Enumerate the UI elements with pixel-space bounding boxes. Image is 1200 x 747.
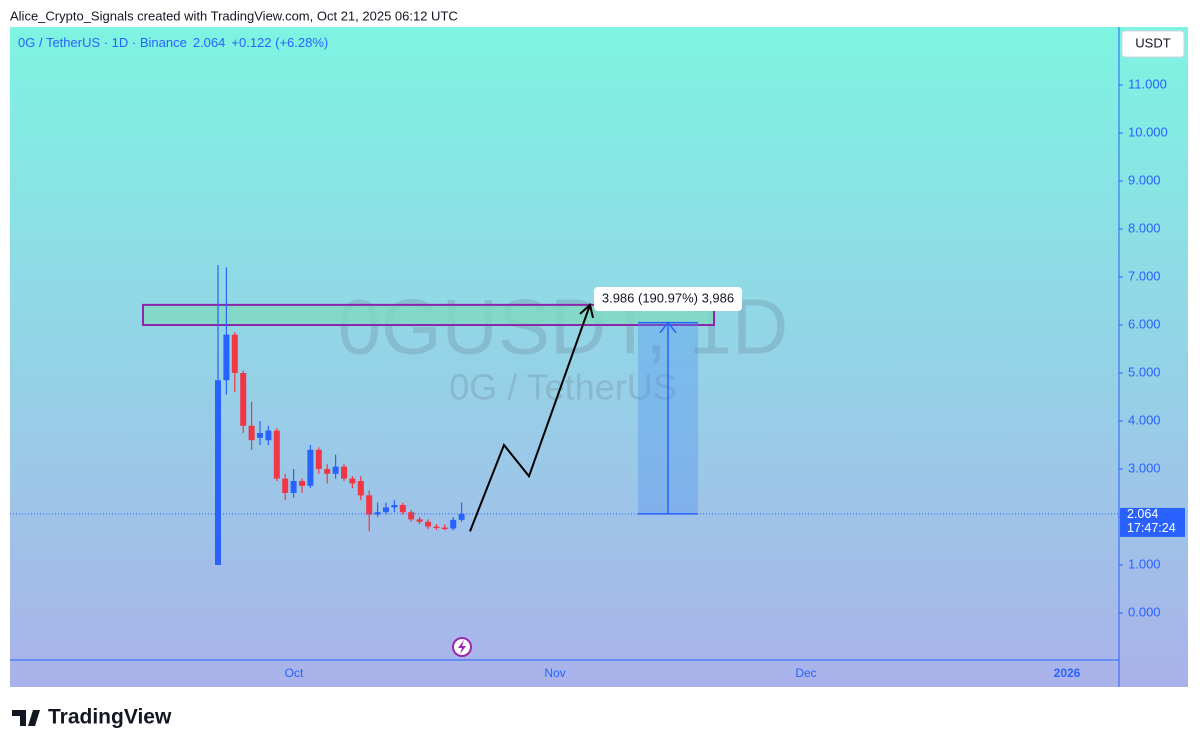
candle-body (315, 449, 322, 469)
candle-body (408, 512, 415, 520)
candle-body (374, 512, 381, 515)
currency: USDT (1135, 35, 1170, 50)
y-tick-label: 3.000 (1128, 460, 1161, 475)
y-tick-label: 4.000 (1128, 412, 1161, 427)
projection-arrowhead (579, 302, 594, 319)
y-tick-label: 9.000 (1128, 172, 1161, 187)
brand: TradingView (48, 706, 172, 729)
candle-body (257, 433, 263, 438)
candle-body (273, 430, 280, 479)
candle-body (290, 480, 297, 493)
candle-body (307, 449, 314, 486)
y-tick-label: 11.000 (1128, 77, 1167, 92)
candle-body (416, 519, 423, 522)
legend: 0G / TetherUS · 1D · Binance 2.064 +0.122 … (18, 35, 328, 50)
y-tick-label: 7.000 (1128, 268, 1161, 283)
candle-body (441, 527, 448, 530)
candle-body (433, 526, 440, 529)
measure-label: 3.986 (190.97%) 3,986 (602, 290, 734, 305)
projection-line (469, 304, 591, 532)
measure-arrowhead (659, 321, 677, 334)
candle-body (282, 478, 289, 493)
candle-body (349, 478, 356, 484)
y-tick-label: 8.000 (1128, 220, 1161, 235)
event-icon-bolt (458, 640, 466, 654)
legend-symbol: 0G / TetherUS · 1D · Binance (18, 35, 187, 50)
candle-body (324, 468, 331, 474)
candle-body (450, 519, 457, 529)
candle-body (383, 507, 389, 513)
candle-body (231, 334, 238, 374)
candle-body (215, 380, 221, 565)
y-tick-label: 0.000 (1128, 604, 1161, 619)
resistance-zone (142, 303, 715, 327)
candle-body (240, 373, 247, 426)
candle-body (357, 480, 364, 496)
brand-logo (12, 710, 40, 726)
legend-price: 2.064 (193, 35, 226, 50)
countdown: 17:47:24 (1127, 521, 1176, 535)
candle-body (299, 480, 305, 486)
x-tick-label: Dec (795, 666, 816, 680)
y-tick-label: 6.000 (1128, 316, 1161, 331)
candle-body (458, 513, 465, 520)
candle-body (332, 466, 339, 474)
y-tick-label: 10.000 (1128, 124, 1168, 139)
candle-body (399, 504, 406, 513)
last-price: 2.064 (1127, 507, 1158, 521)
candle-body (425, 521, 431, 527)
candle-body (248, 425, 255, 441)
last-price-box (1120, 507, 1185, 537)
x-tick-label: 2026 (1054, 666, 1081, 680)
header: Alice_Crypto_Signals created with Tradin… (10, 8, 458, 23)
candle-body (366, 495, 373, 515)
candle-body (341, 466, 347, 479)
candle-body (391, 504, 398, 508)
x-tick-label: Oct (285, 666, 304, 680)
measure-label-box (594, 287, 742, 311)
y-tick-label: 5.000 (1128, 364, 1161, 379)
y-tick-label: 1.000 (1128, 556, 1161, 571)
legend-change: +0.122 (+6.28%) (231, 35, 328, 50)
currency-box[interactable] (1121, 30, 1185, 58)
watermark-sub: 0G / TetherUS (449, 367, 676, 408)
x-tick-label: Nov (544, 666, 565, 680)
candle-body (265, 430, 272, 441)
candle-body (223, 334, 230, 381)
chart-background (10, 27, 1188, 687)
